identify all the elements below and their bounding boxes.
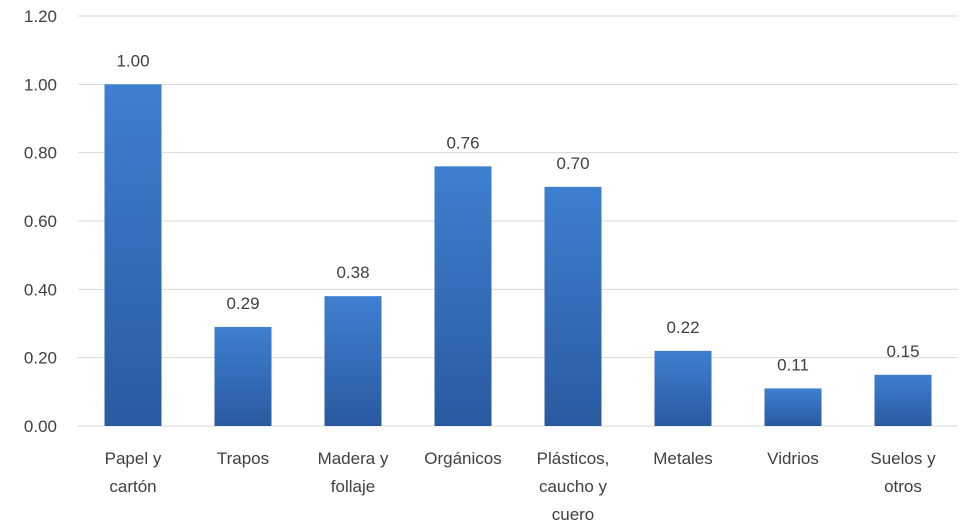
x-category-label: Madera y follaje bbox=[318, 449, 389, 496]
x-category-label-line: Madera y bbox=[318, 449, 389, 468]
y-tick-label: 0.40 bbox=[24, 280, 57, 299]
x-category-label-line: cartón bbox=[109, 477, 156, 496]
y-tick-label: 1.20 bbox=[24, 7, 57, 26]
x-category-label-line: caucho y bbox=[539, 477, 608, 496]
y-tick-label: 0.80 bbox=[24, 144, 57, 163]
bar-value-label: 0.22 bbox=[666, 318, 699, 337]
x-category-label-line: Trapos bbox=[217, 449, 269, 468]
x-category-label-line: Suelos y bbox=[870, 449, 936, 468]
bar bbox=[214, 326, 272, 426]
x-axis-labels: Papel y cartón Trapos Madera y follaje Orgáni… bbox=[105, 449, 936, 524]
bar-value-label: 0.70 bbox=[556, 154, 589, 173]
y-tick-label: 0.00 bbox=[24, 417, 57, 436]
bar bbox=[544, 186, 602, 426]
bar-value-label: 0.38 bbox=[336, 263, 369, 282]
bar bbox=[874, 374, 932, 426]
x-category-label: Vidrios bbox=[767, 449, 819, 468]
bar-value-label: 0.29 bbox=[226, 294, 259, 313]
y-tick-label: 1.00 bbox=[24, 75, 57, 94]
x-category-label: Papel y cartón bbox=[105, 449, 162, 496]
x-category-label: Metales bbox=[653, 449, 713, 468]
x-category-label: Suelos y otros bbox=[870, 449, 936, 496]
x-category-label: Plásticos, caucho y cuero bbox=[537, 449, 610, 524]
bar-value-label: 1.00 bbox=[116, 51, 149, 70]
data-labels: 1.00 0.29 0.38 0.76 0.70 0.22 0.11 0.15 bbox=[116, 51, 919, 374]
y-tick-label: 0.60 bbox=[24, 212, 57, 231]
x-category-label-line: Vidrios bbox=[767, 449, 819, 468]
bar bbox=[324, 296, 382, 426]
y-tick-label: 0.20 bbox=[24, 349, 57, 368]
bar-value-label: 0.15 bbox=[886, 342, 919, 361]
x-category-label-line: cuero bbox=[552, 505, 595, 524]
x-category-label-line: follaje bbox=[331, 477, 375, 496]
bar-value-label: 0.76 bbox=[446, 133, 479, 152]
y-axis-ticks: 0.00 0.20 0.40 0.60 0.80 1.00 1.20 bbox=[24, 7, 57, 436]
x-category-label-line: Papel y bbox=[105, 449, 162, 468]
x-category-label-line: Plásticos, bbox=[537, 449, 610, 468]
bar bbox=[104, 84, 162, 426]
x-category-label-line: Metales bbox=[653, 449, 713, 468]
gridlines bbox=[78, 15, 958, 427]
x-category-label-line: otros bbox=[884, 477, 922, 496]
x-category-label: Orgánicos bbox=[424, 449, 501, 468]
x-category-label: Trapos bbox=[217, 449, 269, 468]
bar bbox=[434, 166, 492, 427]
bar bbox=[764, 388, 822, 426]
bar-value-label: 0.11 bbox=[777, 355, 809, 374]
x-category-label-line: Orgánicos bbox=[424, 449, 501, 468]
bars bbox=[104, 84, 932, 427]
bar bbox=[654, 350, 712, 426]
